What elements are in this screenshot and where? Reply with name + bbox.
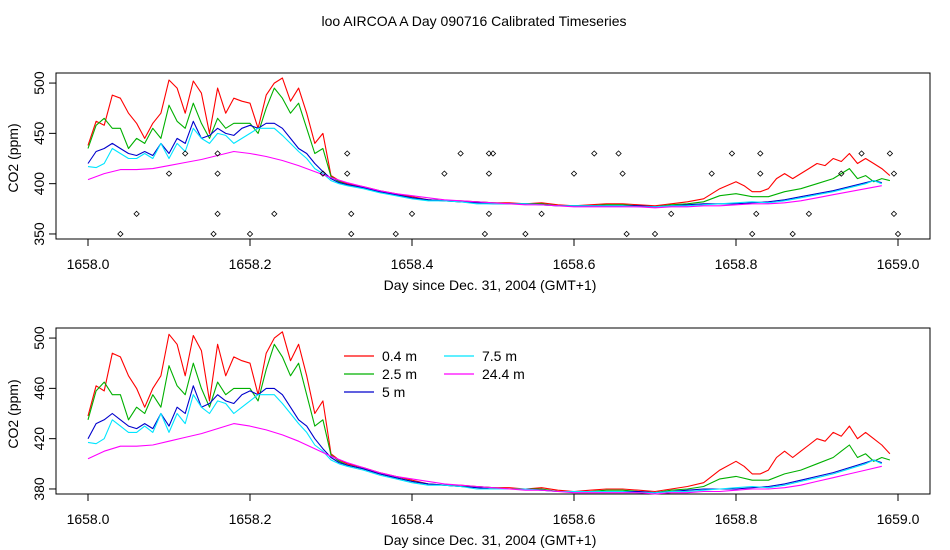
top-panel-flag-marker [757,170,764,177]
top-panel-flag-marker [489,150,497,157]
top-panel-flag-marker [838,170,845,177]
top-panel-flag-marker [133,210,140,218]
bottom-panel-y-label: CO2 (ppm) [5,379,21,448]
top-panel-y-label: CO2 (ppm) [5,123,21,192]
top-panel-flag-marker [886,150,894,157]
bottom-panel-y-axis: 380 420 460 500 [31,326,56,501]
top-panel-flag-marker [485,210,493,218]
top-panel-flag-marker [485,150,493,157]
legend-label-2-5m: 2.5 m [382,366,417,382]
bottom-panel-y-tick-label: 500 [31,326,47,350]
top-panel-flag-marker [392,230,399,238]
top-panel-flag-marker [708,170,715,177]
top-panel-flag-marker [348,230,355,238]
legend-label-0-4m: 0.4 m [382,348,417,364]
top-panel-series-line-4 [87,150,882,209]
top-panel-flag-marker [570,170,578,177]
top-panel-flag-marker [890,170,898,177]
top-panel-flag-marker [538,210,545,218]
top-panel-flag-marker [668,210,675,218]
bottom-panel-series-line-24-4-m [87,423,882,495]
top-panel-flag-marker [165,170,173,177]
bottom-panel-x-axis: 1658.0 1658.2 1658.4 1658.6 1658.8 1659.0 [67,494,920,527]
top-panel-flag-marker [485,170,493,177]
legend-label-5m: 5 m [382,384,405,400]
top-panel-flag-marker [619,170,626,177]
bottom-panel-x-label: Day since Dec. 31, 2004 (GMT+1) [384,532,597,548]
bottom-panel-y-tick-label: 380 [31,477,47,501]
top-panel-flag-marker [210,230,217,238]
bottom-panel-series [87,331,891,495]
top-panel-flag-marker [522,230,529,238]
top-panel-flag-marker [651,230,659,238]
top-panel-flag-marker [271,210,278,218]
top-panel-series-line-3 [87,127,882,208]
bottom-panel-x-tick-label: 1658.4 [391,511,434,527]
top-panel-frame [55,72,931,240]
top-panel-flag-marker [214,210,221,218]
top-panel-flag-marker [214,170,221,177]
top-panel-flag-marker [319,170,327,177]
top-panel-flag-marker [117,230,124,238]
bottom-panel-x-tick-label: 1659.0 [877,511,920,527]
top-panel-flag-marker [246,230,254,238]
legend: 0.4 m 2.5 m 5 m 7.5 m 24.4 m [344,348,525,400]
top-panel-x-tick-label: 1658.4 [391,256,434,272]
top-panel-flag-markers [117,150,902,238]
top-panel-flag-marker [623,230,630,238]
top-panel-flag-marker [753,210,760,218]
top-panel-x-tick-label: 1658.2 [229,256,272,272]
top-panel-flag-marker [858,150,865,157]
top-panel-flag-marker [615,150,622,157]
bottom-panel-series-line-7-5-m [87,394,883,494]
top-panel-flag-marker [591,150,598,157]
top-panel-flag-marker [457,150,464,157]
bottom-panel-x-tick-label: 1658.6 [553,511,596,527]
top-panel-flag-marker [348,210,355,218]
top-panel: 1658.0 1658.2 1658.4 1658.6 1658.8 1659.0 350… [5,71,931,293]
top-panel-y-tick-label: 350 [31,222,47,246]
top-panel-flag-marker [344,170,351,177]
bottom-panel-frame [55,327,931,495]
top-panel-flag-marker [182,150,189,157]
top-panel-flag-marker [894,230,902,238]
top-panel-flag-marker [408,210,416,218]
bottom-panel-x-tick-label: 1658.8 [715,511,758,527]
top-panel-x-label: Day since Dec. 31, 2004 (GMT+1) [384,277,597,293]
top-panel-x-tick-label: 1658.6 [553,256,596,272]
legend-label-24-4m: 24.4 m [482,366,525,382]
top-panel-series [87,77,891,209]
bottom-panel-y-tick-label: 420 [31,427,47,451]
top-panel-flag-marker [890,210,898,218]
top-panel-flag-marker [749,230,756,238]
top-panel-flag-marker [441,170,448,177]
bottom-panel: 1658.0 1658.2 1658.4 1658.6 1658.8 1659.0 380… [5,326,931,548]
top-panel-flag-marker [344,150,351,157]
top-panel-flag-marker [481,230,489,238]
top-panel-x-tick-label: 1658.0 [67,256,110,272]
top-panel-x-axis: 1658.0 1658.2 1658.4 1658.6 1658.8 1659.0 [67,239,920,272]
bottom-panel-x-tick-label: 1658.2 [229,511,272,527]
top-panel-flag-marker [757,150,764,157]
top-panel-x-tick-label: 1658.8 [715,256,758,272]
top-panel-flag-marker [728,150,736,157]
top-panel-flag-marker [214,150,221,157]
top-panel-x-tick-label: 1659.0 [877,256,920,272]
page-title: loo AIRCOA A Day 090716 Calibrated Times… [321,13,626,29]
top-panel-y-tick-label: 500 [31,71,47,95]
top-panel-y-tick-label: 450 [31,121,47,145]
top-panel-flag-marker [789,230,796,238]
top-panel-y-tick-label: 400 [31,172,47,196]
bottom-panel-x-tick-label: 1658.0 [67,511,110,527]
bottom-panel-y-tick-label: 460 [31,376,47,400]
top-panel-y-axis: 350 400 450 500 [31,71,56,246]
legend-label-7-5m: 7.5 m [482,348,517,364]
top-panel-flag-marker [805,210,813,218]
